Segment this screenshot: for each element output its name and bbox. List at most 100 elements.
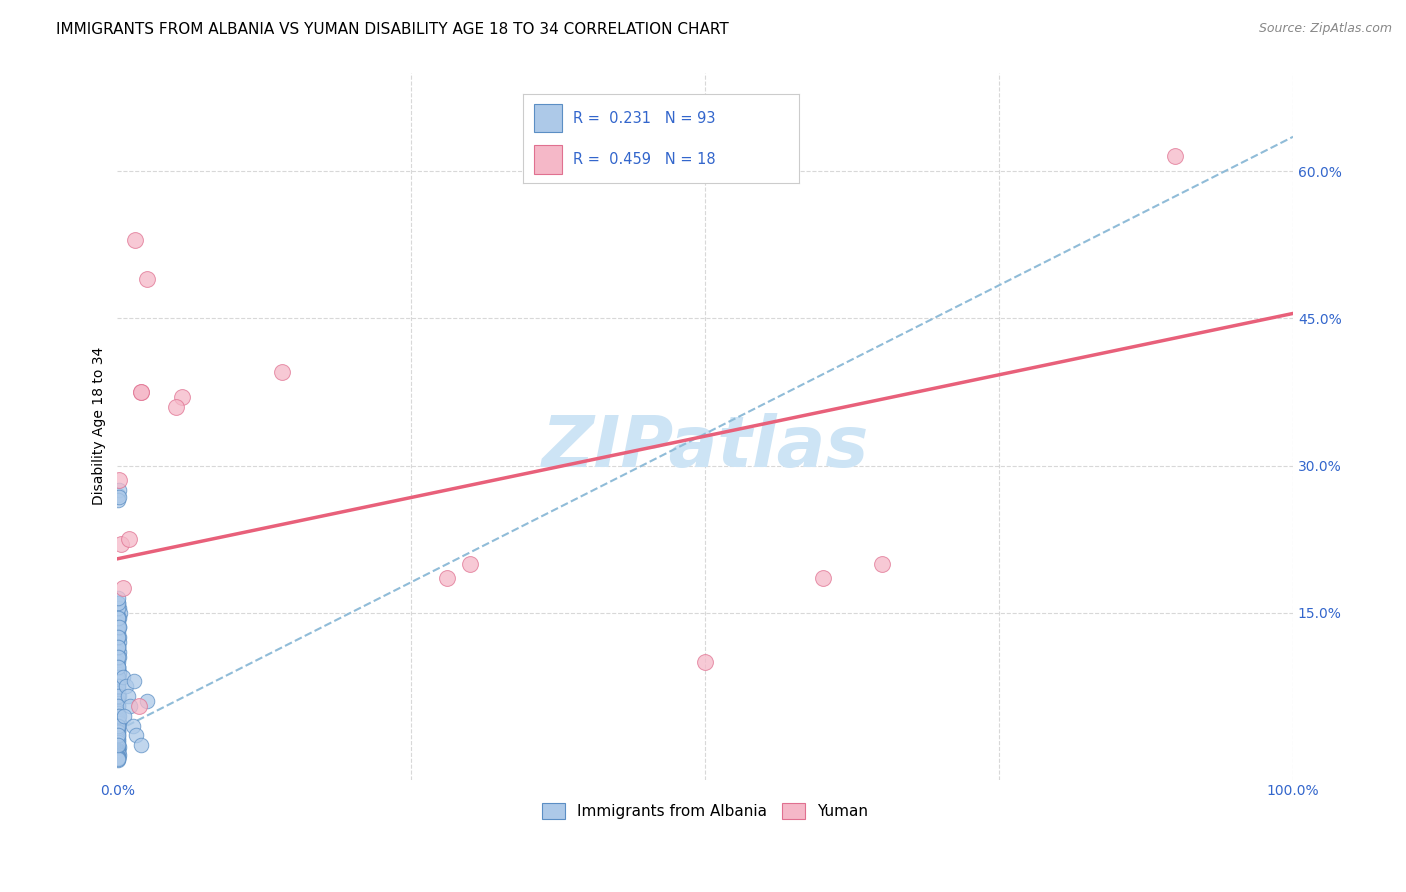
Point — [135, 272, 157, 286]
Point — [107, 610, 129, 624]
Point — [107, 591, 129, 605]
Point — [107, 753, 129, 767]
Point — [107, 659, 129, 673]
Point — [107, 669, 129, 683]
Text: Source: ZipAtlas.com: Source: ZipAtlas.com — [1258, 22, 1392, 36]
Point — [107, 694, 129, 708]
Y-axis label: Disability Age 18 to 34: Disability Age 18 to 34 — [93, 347, 107, 506]
Text: IMMIGRANTS FROM ALBANIA VS YUMAN DISABILITY AGE 18 TO 34 CORRELATION CHART: IMMIGRANTS FROM ALBANIA VS YUMAN DISABIL… — [56, 22, 728, 37]
Point — [107, 698, 129, 713]
Point — [107, 708, 129, 723]
Point — [107, 640, 129, 654]
Point — [107, 743, 129, 757]
Point — [107, 746, 129, 760]
Point — [108, 747, 131, 762]
Point — [107, 704, 129, 718]
Point — [107, 750, 129, 764]
Point — [107, 596, 129, 610]
Point — [122, 674, 145, 689]
Point — [108, 689, 131, 703]
Point — [107, 735, 129, 749]
Point — [107, 630, 129, 644]
Point — [436, 571, 458, 585]
Point — [107, 698, 129, 713]
Legend: Immigrants from Albania, Yuman: Immigrants from Albania, Yuman — [536, 797, 875, 825]
Point — [107, 645, 129, 659]
Point — [108, 483, 131, 497]
Point — [107, 620, 129, 634]
Point — [107, 649, 129, 664]
Point — [107, 640, 129, 654]
Point — [107, 714, 129, 728]
Point — [129, 384, 152, 399]
Point — [107, 488, 129, 502]
Point — [107, 673, 129, 687]
Point — [107, 745, 129, 759]
Point — [107, 706, 129, 720]
Point — [108, 635, 131, 649]
Point — [107, 655, 129, 669]
Text: ZIPatlas: ZIPatlas — [541, 413, 869, 482]
Point — [108, 708, 131, 723]
Point — [107, 728, 129, 742]
Point — [107, 666, 129, 681]
Point — [114, 708, 136, 723]
Point — [107, 738, 129, 752]
Point — [118, 532, 141, 546]
Point — [107, 679, 129, 693]
Point — [107, 615, 129, 630]
Point — [107, 625, 129, 640]
Point — [128, 698, 150, 713]
Point — [125, 728, 148, 742]
Point — [1164, 149, 1187, 163]
Point — [108, 620, 131, 634]
Point — [107, 722, 129, 736]
Point — [165, 400, 187, 414]
Point — [110, 537, 132, 551]
Point — [107, 600, 129, 615]
Point — [107, 725, 129, 739]
Point — [107, 723, 129, 738]
Point — [107, 744, 129, 758]
Point — [107, 749, 129, 764]
Point — [107, 649, 129, 664]
Point — [107, 686, 129, 700]
Point — [129, 384, 152, 399]
Point — [112, 669, 135, 683]
Point — [107, 752, 129, 766]
Point — [107, 596, 129, 610]
Point — [135, 694, 157, 708]
Point — [870, 557, 893, 571]
Point — [114, 679, 136, 693]
Point — [107, 747, 129, 761]
Point — [107, 679, 129, 693]
Point — [108, 490, 131, 504]
Point — [695, 655, 717, 669]
Point — [172, 390, 194, 404]
Point — [271, 365, 294, 379]
Point — [811, 571, 834, 585]
Point — [107, 728, 129, 742]
Point — [108, 606, 131, 620]
Point — [107, 610, 129, 624]
Point — [107, 751, 129, 765]
Point — [107, 752, 129, 766]
Point — [107, 600, 129, 615]
Point — [108, 740, 131, 755]
Point — [108, 715, 131, 730]
Point — [107, 738, 129, 752]
Point — [107, 674, 129, 689]
Point — [107, 669, 129, 683]
Point — [107, 640, 129, 654]
Point — [121, 718, 143, 732]
Point — [107, 659, 129, 673]
Point — [108, 649, 131, 664]
Point — [107, 492, 129, 507]
Point — [107, 696, 129, 710]
Point — [112, 581, 135, 595]
Point — [107, 718, 129, 732]
Point — [107, 718, 129, 732]
Point — [107, 689, 129, 703]
Point — [117, 689, 139, 703]
Point — [107, 731, 129, 746]
